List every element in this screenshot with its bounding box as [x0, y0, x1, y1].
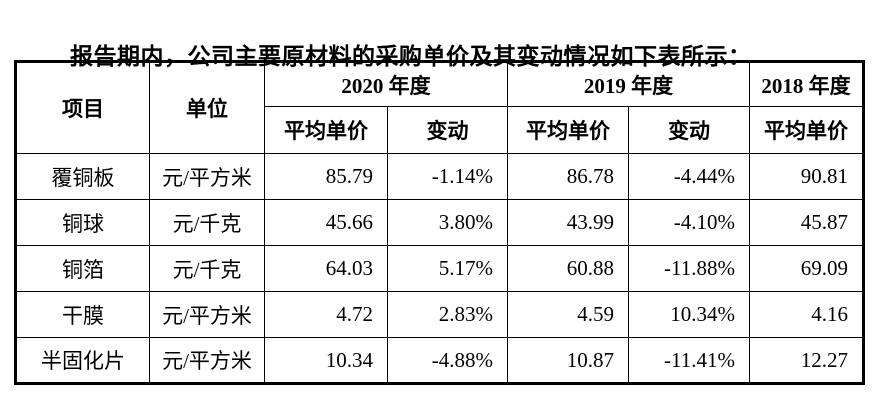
cell-unit: 元/平方米: [149, 337, 265, 384]
cell-avg-price-2018: 45.87: [749, 199, 864, 246]
cell-avg-price-2020: 85.79: [264, 153, 388, 200]
table-row: 铜箔 元/千克 64.03 5.17% 60.88 -11.88% 69.09: [15, 245, 864, 292]
cell-avg-price-2020: 64.03: [264, 245, 388, 292]
col-header-year-2020: 2020 年度: [264, 61, 508, 107]
cell-unit: 元/千克: [149, 199, 265, 246]
cell-avg-price-2018: 12.27: [749, 337, 864, 384]
col-header-change-2019: 变动: [628, 106, 750, 154]
col-header-item: 项目: [15, 61, 150, 154]
cell-unit: 元/千克: [149, 245, 265, 292]
col-header-year-2019: 2019 年度: [507, 61, 750, 107]
cell-avg-price-2019: 86.78: [507, 153, 629, 200]
cell-change-2019: 10.34%: [628, 291, 750, 338]
cell-change-2020: 5.17%: [387, 245, 508, 292]
cell-avg-price-2018: 90.81: [749, 153, 864, 200]
col-header-avg-price-2020: 平均单价: [264, 106, 388, 154]
cell-unit: 元/平方米: [149, 153, 265, 200]
cell-change-2019: -4.10%: [628, 199, 750, 246]
cell-item: 半固化片: [15, 337, 150, 384]
cell-change-2020: 3.80%: [387, 199, 508, 246]
cell-item: 铜球: [15, 199, 150, 246]
cell-item: 铜箔: [15, 245, 150, 292]
cell-avg-price-2018: 4.16: [749, 291, 864, 338]
col-header-year-2018: 2018 年度: [749, 61, 864, 107]
cell-avg-price-2020: 10.34: [264, 337, 388, 384]
cell-change-2019: -4.44%: [628, 153, 750, 200]
cell-change-2020: -4.88%: [387, 337, 508, 384]
table-row: 铜球 元/千克 45.66 3.80% 43.99 -4.10% 45.87: [15, 199, 864, 246]
cell-avg-price-2019: 4.59: [507, 291, 629, 338]
table-row: 干膜 元/平方米 4.72 2.83% 4.59 10.34% 4.16: [15, 291, 864, 338]
col-header-change-2020: 变动: [387, 106, 508, 154]
cell-change-2020: 2.83%: [387, 291, 508, 338]
material-price-table: 项目 单位 2020 年度 2019 年度 2018 年度 平均单价 变动 平均…: [14, 60, 865, 385]
cell-avg-price-2019: 60.88: [507, 245, 629, 292]
cell-change-2019: -11.41%: [628, 337, 750, 384]
cell-item: 覆铜板: [15, 153, 150, 200]
cell-change-2019: -11.88%: [628, 245, 750, 292]
header-row-years: 项目 单位 2020 年度 2019 年度 2018 年度: [15, 61, 864, 154]
cell-unit: 元/平方米: [149, 291, 265, 338]
col-header-unit: 单位: [149, 61, 265, 154]
cell-avg-price-2020: 4.72: [264, 291, 388, 338]
table-row: 覆铜板 元/平方米 85.79 -1.14% 86.78 -4.44% 90.8…: [15, 153, 864, 200]
col-header-avg-price-2018: 平均单价: [749, 106, 864, 154]
header-row-subcolumns: 平均单价 变动 平均单价 变动 平均单价: [16, 106, 864, 154]
cell-avg-price-2019: 10.87: [507, 337, 629, 384]
cell-avg-price-2019: 43.99: [507, 199, 629, 246]
cell-avg-price-2020: 45.66: [264, 199, 388, 246]
cell-avg-price-2018: 69.09: [749, 245, 864, 292]
table-row: 半固化片 元/平方米 10.34 -4.88% 10.87 -11.41% 12…: [15, 337, 864, 384]
cell-change-2020: -1.14%: [387, 153, 508, 200]
col-header-avg-price-2019: 平均单价: [507, 106, 629, 154]
cell-item: 干膜: [15, 291, 150, 338]
